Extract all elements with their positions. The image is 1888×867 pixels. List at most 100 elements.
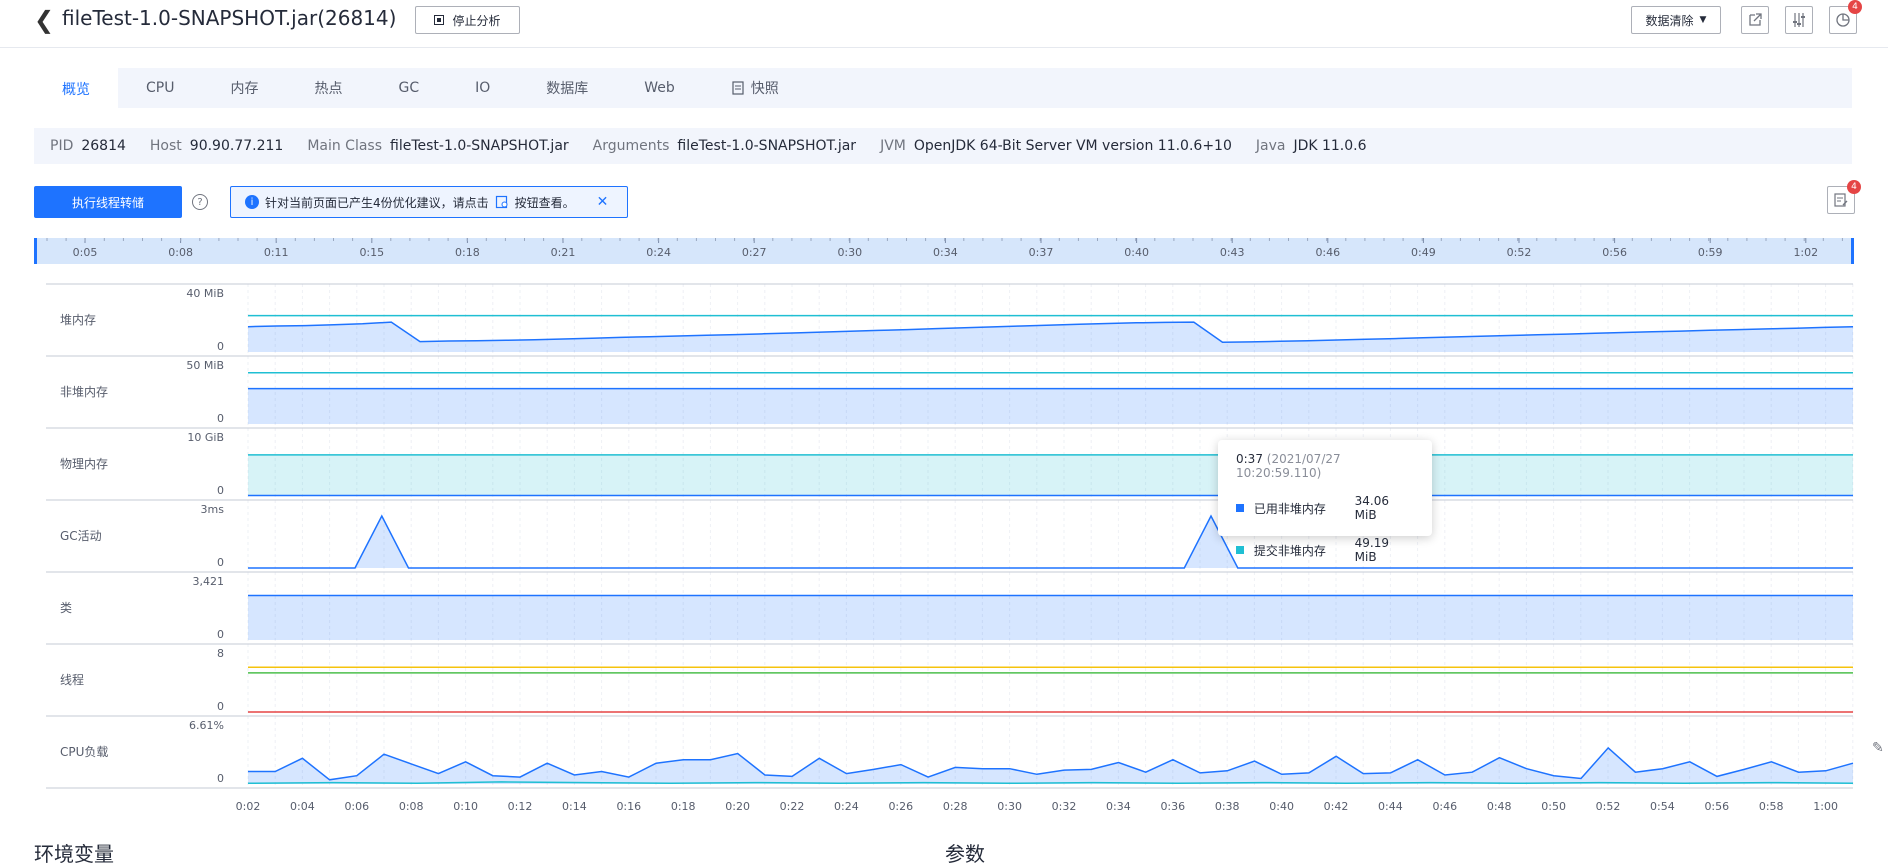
page-header: ❮ fileTest-1.0-SNAPSHOT.jar(26814) 停止分析 … — [0, 0, 1888, 48]
tab-memory[interactable]: 内存 — [230, 81, 259, 97]
tip-link[interactable]: 按钮查看。 — [514, 195, 575, 210]
back-icon[interactable]: ❮ — [34, 6, 55, 34]
x-tick-label: 0:40 — [1269, 800, 1294, 810]
tab-web[interactable]: Web — [644, 80, 675, 96]
x-tick-label: 0:46 — [1432, 800, 1457, 810]
process-info-bar: PID 26814 Host 90.90.77.211 Main Class file… — [34, 128, 1852, 164]
series-area — [248, 454, 1853, 496]
x-tick-label: 0:04 — [290, 800, 315, 810]
timeline-tick-label: 0:52 — [1507, 246, 1532, 259]
timeline-slider[interactable]: 0:05 0:08 0:11 0:15 0:18 0:21 0:24 0:27 0:30 0:34… — [34, 238, 1854, 264]
snapshot-icon — [732, 81, 744, 95]
panel-label: 堆内存 — [60, 313, 96, 327]
info-icon: i — [245, 195, 259, 209]
suggestions-button[interactable] — [1827, 186, 1855, 214]
settings-button[interactable] — [1785, 6, 1813, 34]
jvm-value: OpenJDK 64-Bit Server VM version 11.0.6+… — [913, 138, 1232, 154]
clear-data-dropdown[interactable]: 数据清除 ▼ — [1631, 6, 1721, 34]
panel-label: 线程 — [60, 672, 84, 687]
edit-icon[interactable]: ✎ — [1872, 740, 1884, 756]
timeline-tick-label: 0:37 — [1029, 246, 1054, 259]
panel-ymax-label: 8 — [217, 647, 224, 660]
tooltip-row-value: 34.06 MiB — [1354, 494, 1390, 522]
timeline-ticks: 0:05 0:08 0:11 0:15 0:18 0:21 0:24 0:27 0:30 0:34… — [46, 238, 1843, 259]
series-area — [248, 747, 1853, 784]
args-heading: 参数 — [945, 842, 985, 866]
series-line — [247, 321, 1854, 344]
series-line — [248, 746, 1854, 781]
java-key: Java — [1255, 138, 1286, 154]
stop-analysis-button[interactable]: 停止分析 — [415, 6, 520, 34]
main-class-value: fileTest-1.0-SNAPSHOT.jar — [390, 138, 569, 154]
x-tick-label: 0:34 — [1106, 800, 1131, 810]
panel-ymax-label: 3,421 — [193, 575, 225, 588]
pie-chart-icon — [1836, 13, 1850, 27]
timeline-tick-label: 0:46 — [1315, 246, 1340, 259]
host-value: 90.90.77.211 — [189, 138, 284, 154]
timeline-tick-label: 0:59 — [1698, 246, 1723, 259]
panel-label: 类 — [60, 601, 72, 615]
tab-bar: 概览 CPU 内存 热点 GC IO 数据库 Web 快照 — [34, 68, 1852, 108]
suggestion-icon — [495, 195, 508, 209]
java-value: JDK 11.0.6 — [1293, 138, 1367, 154]
page-title: fileTest-1.0-SNAPSHOT.jar(26814) — [62, 6, 397, 30]
timeline-tick-label: 0:40 — [1124, 246, 1149, 259]
timeline-tick-label: 0:05 — [73, 246, 98, 259]
panel-ymin-label: 0 — [217, 628, 224, 641]
x-tick-label: 0:36 — [1160, 800, 1185, 810]
panel-ymin-label: 0 — [217, 412, 224, 425]
panel-ymin-label: 0 — [217, 700, 224, 713]
x-tick-label: 0:10 — [453, 800, 478, 810]
timeline-tick-label: 0:34 — [933, 246, 958, 259]
x-tick-label: 0:08 — [399, 800, 424, 810]
legend-dot — [1236, 504, 1244, 512]
jvm-key: JVM — [880, 138, 906, 154]
panel-ymin-label: 0 — [217, 340, 224, 353]
stop-icon — [434, 15, 445, 25]
tab-gc[interactable]: GC — [398, 80, 420, 96]
suggestion-tip: i 针对当前页面已产生4份优化建议，请点击 按钮查看。 ✕ — [230, 186, 628, 218]
tip-text: 针对当前页面已产生4份优化建议，请点击 — [265, 195, 489, 210]
tab-cpu[interactable]: CPU — [146, 80, 175, 96]
legend-dot — [1236, 546, 1244, 554]
x-tick-label: 0:32 — [1052, 800, 1077, 810]
tab-snapshot[interactable]: 快照 — [703, 68, 807, 108]
export-icon — [1749, 13, 1762, 26]
stop-analysis-label: 停止分析 — [452, 13, 501, 28]
x-tick-label: 0:20 — [725, 800, 750, 810]
x-tick-label: 0:18 — [671, 800, 696, 810]
panel-label: 物理内存 — [60, 457, 108, 471]
env-vars-heading: 环境变量 — [34, 842, 114, 866]
x-tick-label: 0:58 — [1759, 800, 1784, 810]
monitor-chart-svg: 堆内存 40 MiB 0 非堆内存 50 MiB 0 物理内存 10 GiB 0 GC活动 3ms 0… — [46, 283, 1854, 813]
tab-database[interactable]: 数据库 — [546, 81, 589, 97]
panel-ymax-label: 40 MiB — [186, 287, 224, 300]
panel-ymax-label: 10 GiB — [187, 431, 224, 444]
close-icon[interactable]: ✕ — [596, 194, 609, 210]
help-icon[interactable]: ? — [192, 194, 208, 210]
x-tick-label: 0:42 — [1324, 800, 1349, 810]
timeline-tick-label: 0:11 — [264, 246, 289, 259]
x-tick-label: 1:00 — [1813, 800, 1838, 810]
tab-io[interactable]: IO — [475, 80, 491, 96]
timeline-tick-label: 0:21 — [551, 246, 576, 259]
thread-dump-button[interactable]: 执行线程转储 — [34, 186, 182, 218]
report-button[interactable] — [1829, 6, 1857, 34]
timeline-tick-label: 0:27 — [742, 246, 767, 259]
pid-key: PID — [50, 138, 74, 154]
tab-hotspot[interactable]: 热点 — [314, 81, 343, 97]
timeline-tick-label: 0:30 — [837, 246, 862, 259]
suggestion-list-icon — [1834, 193, 1848, 207]
tab-overview[interactable]: 概览 — [34, 68, 118, 108]
series-area — [248, 388, 1853, 424]
x-tick-label: 0:44 — [1378, 800, 1403, 810]
panel-ymax-label: 50 MiB — [186, 359, 224, 372]
panel-label: CPU负载 — [60, 745, 108, 759]
x-tick-label: 0:26 — [888, 800, 913, 810]
timeline-tick-label: 0:56 — [1602, 246, 1627, 259]
x-tick-label: 0:38 — [1215, 800, 1240, 810]
export-button[interactable] — [1741, 6, 1769, 34]
panel-ymax-label: 6.61% — [189, 719, 224, 732]
tab-snapshot-label: 快照 — [750, 81, 779, 97]
series-area — [248, 516, 1853, 568]
